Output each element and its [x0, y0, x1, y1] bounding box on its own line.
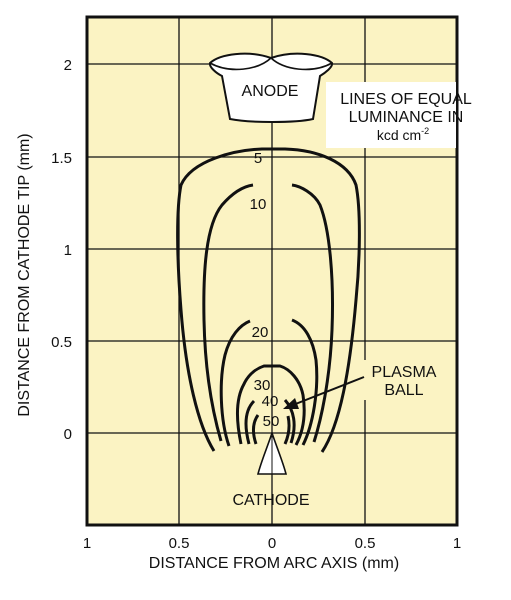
plasma-backdrop: [363, 360, 445, 400]
contour-label-50: 50: [263, 413, 280, 430]
plasma-ball-arrowhead: [283, 398, 299, 409]
y-tick-1: 1: [64, 242, 72, 259]
contour-label-20: 20: [252, 324, 269, 341]
contour-40: [244, 398, 296, 445]
contour-50: [252, 414, 291, 445]
x-axis-label: DISTANCE FROM ARC AXIS (mm): [149, 555, 399, 572]
plasma-label-line-2: BALL: [384, 382, 423, 399]
contour-10: [202, 183, 334, 443]
anode-electrode: [208, 52, 334, 123]
contour-5: [176, 147, 361, 453]
plasma-label-line-1: PLASMA: [372, 364, 437, 381]
contours: [176, 147, 361, 453]
x-tick-left-0-5: 0.5: [169, 535, 190, 552]
contour-label-5: 5: [254, 150, 262, 167]
y-axis-label: DISTANCE FROM CATHODE TIP (mm): [16, 133, 33, 416]
x-tick-left-1: 1: [83, 535, 91, 552]
legend-line-2: LUMINANCE IN: [349, 109, 464, 126]
contour-label-30: 30: [254, 377, 271, 394]
legend-line-1: LINES OF EQUAL: [340, 91, 472, 108]
y-tick-1-5: 1.5: [51, 150, 72, 167]
contour-label-10: 10: [250, 196, 267, 213]
anode-top-edge: [209, 56, 333, 71]
legend-backdrop: [326, 82, 456, 148]
y-tick-2: 2: [64, 57, 72, 74]
x-tick-right-0-5: 0.5: [355, 535, 376, 552]
contour-label-40: 40: [262, 393, 279, 410]
cathode-label: CATHODE: [232, 492, 309, 509]
anode-label: ANODE: [242, 83, 299, 100]
contour-20: [219, 318, 319, 447]
y-tick-0: 0: [64, 426, 72, 443]
x-tick-0: 0: [268, 535, 276, 552]
y-tick-0-5: 0.5: [51, 334, 72, 351]
x-tick-right-1: 1: [453, 535, 461, 552]
plasma-ball-arrow: [292, 376, 365, 406]
contour-30: [236, 364, 306, 446]
legend-unit: kcd cm-2: [377, 126, 429, 143]
